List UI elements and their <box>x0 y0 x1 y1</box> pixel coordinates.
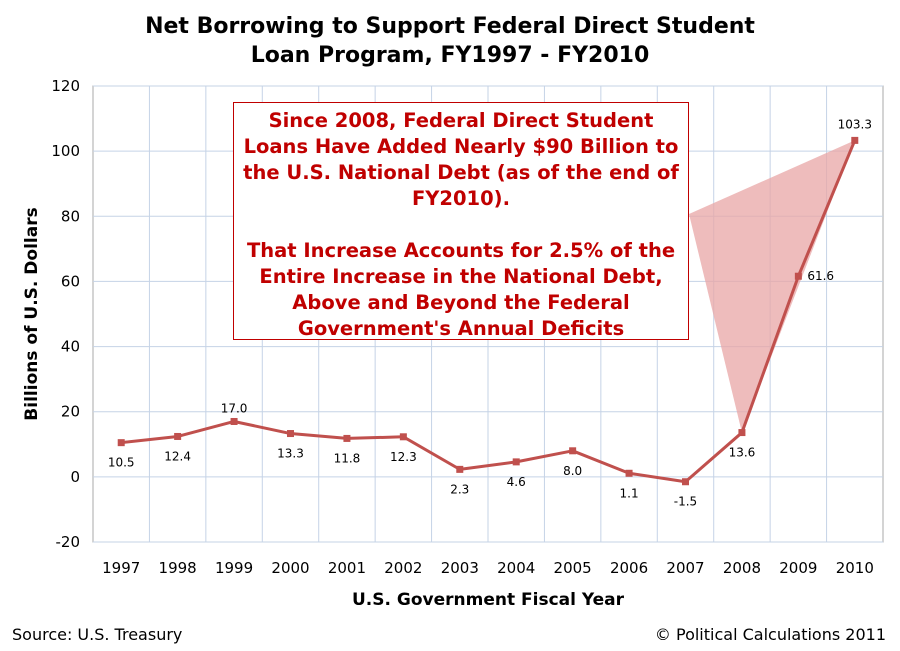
x-tick-label: 2009 <box>779 559 817 577</box>
y-axis-title: Billions of U.S. Dollars <box>22 207 42 420</box>
x-tick-label: 2006 <box>610 559 648 577</box>
y-tick-label: 80 <box>61 207 80 225</box>
callout-wedge <box>689 140 855 433</box>
x-tick-label: 2007 <box>666 559 704 577</box>
x-axis-ticks: 1997 1998 1999 2000 2001 2002 2003 2004 2005 2006… <box>102 559 874 577</box>
x-tick-label: 2000 <box>271 559 309 577</box>
data-label: 13.6 <box>729 446 756 460</box>
data-label: 10.5 <box>108 456 135 470</box>
x-tick-label: 2001 <box>328 559 366 577</box>
data-point <box>230 417 238 425</box>
y-tick-label: 120 <box>51 77 80 95</box>
callout-wedge-shape <box>689 140 855 433</box>
data-label: 12.4 <box>164 449 191 463</box>
data-label: 11.8 <box>334 451 361 465</box>
data-point <box>287 430 294 438</box>
y-axis-ticks: -20 0 20 40 60 80 100 120 <box>51 77 80 551</box>
y-tick-label: 100 <box>51 142 80 160</box>
chart-title-line-1: Net Borrowing to Support Federal Direct … <box>145 14 755 39</box>
data-point <box>569 447 577 455</box>
series-line <box>117 136 859 486</box>
x-tick-label: 2002 <box>384 559 422 577</box>
data-label: 61.6 <box>807 269 834 283</box>
data-point <box>117 439 125 447</box>
data-label: 1.1 <box>620 486 639 500</box>
x-tick-label: 2004 <box>497 559 535 577</box>
y-tick-label: 20 <box>61 403 80 421</box>
data-point <box>512 458 520 466</box>
data-point <box>399 433 407 441</box>
x-tick-label: 1999 <box>215 559 253 577</box>
x-tick-label: 1998 <box>159 559 197 577</box>
copyright-text: © Political Calculations 2011 <box>655 625 886 644</box>
data-label: 103.3 <box>838 117 872 131</box>
data-point <box>343 434 351 442</box>
x-tick-label: 1997 <box>102 559 140 577</box>
data-labels: 10.5 12.4 17.0 13.3 11.8 12.3 2.3 4.6 8.0 1.1 -1.5… <box>108 117 872 508</box>
chart-title-line-2: Loan Program, FY1997 - FY2010 <box>251 43 650 68</box>
data-point <box>794 272 802 280</box>
x-tick-label: 2010 <box>836 559 874 577</box>
data-label: 13.3 <box>277 447 304 461</box>
x-axis-title: U.S. Government Fiscal Year <box>352 590 625 610</box>
y-tick-label: 40 <box>61 338 80 356</box>
data-label: 4.6 <box>507 475 526 489</box>
x-tick-label: 2005 <box>554 559 592 577</box>
y-tick-label: 60 <box>61 272 80 290</box>
data-point <box>851 136 859 144</box>
data-label: -1.5 <box>674 495 697 509</box>
data-label: 2.3 <box>450 482 469 496</box>
x-tick-label: 2003 <box>441 559 479 577</box>
data-label: 17.0 <box>221 401 248 415</box>
x-tick-label: 2008 <box>723 559 761 577</box>
y-tick-label: -20 <box>56 533 81 551</box>
annotation-box: Since 2008, Federal Direct Student Loans… <box>233 102 689 340</box>
annotation-paragraph-1: Since 2008, Federal Direct Student Loans… <box>243 109 679 210</box>
data-point <box>738 429 746 437</box>
annotation-paragraph-2: That Increase Accounts for 2.5% of the E… <box>246 239 676 340</box>
data-point <box>625 469 633 477</box>
data-label: 8.0 <box>563 464 582 478</box>
data-point <box>682 478 689 486</box>
data-point <box>174 432 182 440</box>
series-polyline <box>121 139 857 484</box>
source-text: Source: U.S. Treasury <box>12 625 182 644</box>
data-point <box>456 465 464 473</box>
y-tick-label: 0 <box>70 468 80 486</box>
data-label: 12.3 <box>390 450 417 464</box>
